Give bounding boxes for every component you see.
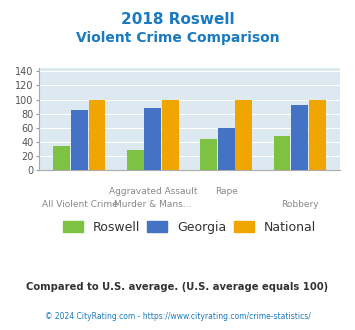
Bar: [144, 108, 161, 170]
Bar: [71, 110, 88, 170]
Bar: [291, 105, 308, 170]
Text: © 2024 CityRating.com - https://www.cityrating.com/crime-statistics/: © 2024 CityRating.com - https://www.city…: [45, 312, 310, 321]
Text: Rape: Rape: [215, 187, 237, 196]
Text: All Violent Crime: All Violent Crime: [42, 200, 117, 209]
Legend: Roswell, Georgia, National: Roswell, Georgia, National: [62, 221, 316, 234]
Bar: [235, 100, 252, 170]
Text: 2018 Roswell: 2018 Roswell: [121, 12, 234, 26]
Text: Aggravated Assault: Aggravated Assault: [109, 187, 197, 196]
Bar: [309, 100, 326, 170]
Bar: [274, 136, 290, 170]
Bar: [53, 146, 70, 170]
Bar: [162, 100, 179, 170]
Bar: [89, 100, 105, 170]
Text: Violent Crime Comparison: Violent Crime Comparison: [76, 31, 279, 45]
Bar: [200, 139, 217, 170]
Text: Murder & Mans...: Murder & Mans...: [114, 200, 191, 209]
Text: Compared to U.S. average. (U.S. average equals 100): Compared to U.S. average. (U.S. average …: [26, 282, 329, 292]
Text: Robbery: Robbery: [281, 200, 318, 209]
Bar: [127, 150, 144, 170]
Bar: [218, 128, 235, 170]
